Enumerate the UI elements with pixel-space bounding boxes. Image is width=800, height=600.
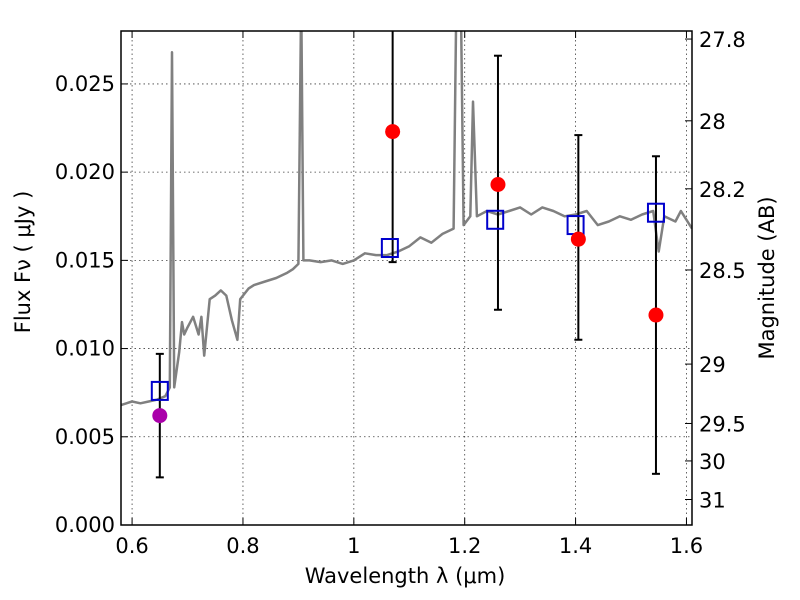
spectrum-line bbox=[121, 31, 692, 407]
spectrum-series bbox=[121, 31, 692, 407]
y2-tick-label: 28 bbox=[699, 110, 726, 134]
x-tick-label: 1 bbox=[347, 534, 360, 558]
observed-point bbox=[385, 124, 401, 140]
x-tick-label: 1.6 bbox=[670, 534, 703, 558]
y2-tick-label: 29 bbox=[699, 353, 726, 377]
grid bbox=[121, 31, 692, 526]
model-point bbox=[486, 209, 505, 230]
y2-tick-label: 28.2 bbox=[699, 178, 746, 202]
y-tick-label: 0.005 bbox=[55, 425, 115, 449]
x-tick-label: 0.8 bbox=[226, 534, 259, 558]
y-tick-label: 0.015 bbox=[55, 248, 115, 272]
y2-tick-label: 29.5 bbox=[699, 412, 746, 436]
observed-point bbox=[648, 307, 664, 323]
x-axis-label: Wavelength λ (μm) bbox=[305, 564, 506, 588]
model-point bbox=[150, 380, 169, 401]
x-tick-label: 1.2 bbox=[448, 534, 481, 558]
y-tick-label: 0.025 bbox=[55, 72, 115, 96]
observed-point bbox=[490, 176, 506, 192]
y-axis-label: Flux Fν ( μJy ) bbox=[11, 191, 35, 334]
plot-frame bbox=[120, 30, 693, 526]
y2-tick-label: 27.8 bbox=[699, 28, 746, 52]
model-point bbox=[646, 202, 665, 223]
x-tick-label: 0.6 bbox=[115, 534, 148, 558]
observed-point bbox=[570, 231, 586, 247]
y2-tick-label: 31 bbox=[699, 488, 726, 512]
model-point bbox=[380, 238, 399, 259]
y2-axis-label: Magnitude (AB) bbox=[755, 196, 779, 359]
tick-labels: 0.6 0.8 1 1.2 1.4 1.6 0.000 0.005 0.010 0.015 0.02… bbox=[55, 28, 746, 558]
error-bars bbox=[155, 31, 660, 479]
y2-tick-label: 28.5 bbox=[699, 259, 746, 283]
x-tick-label: 1.4 bbox=[559, 534, 592, 558]
y-tick-label: 0.000 bbox=[55, 513, 115, 537]
y-tick-label: 0.020 bbox=[55, 160, 115, 184]
y2-tick-label: 30 bbox=[699, 450, 726, 474]
observed-point bbox=[152, 408, 168, 424]
observed-points bbox=[152, 124, 664, 424]
y-tick-label: 0.010 bbox=[55, 337, 115, 361]
axes bbox=[120, 30, 693, 526]
